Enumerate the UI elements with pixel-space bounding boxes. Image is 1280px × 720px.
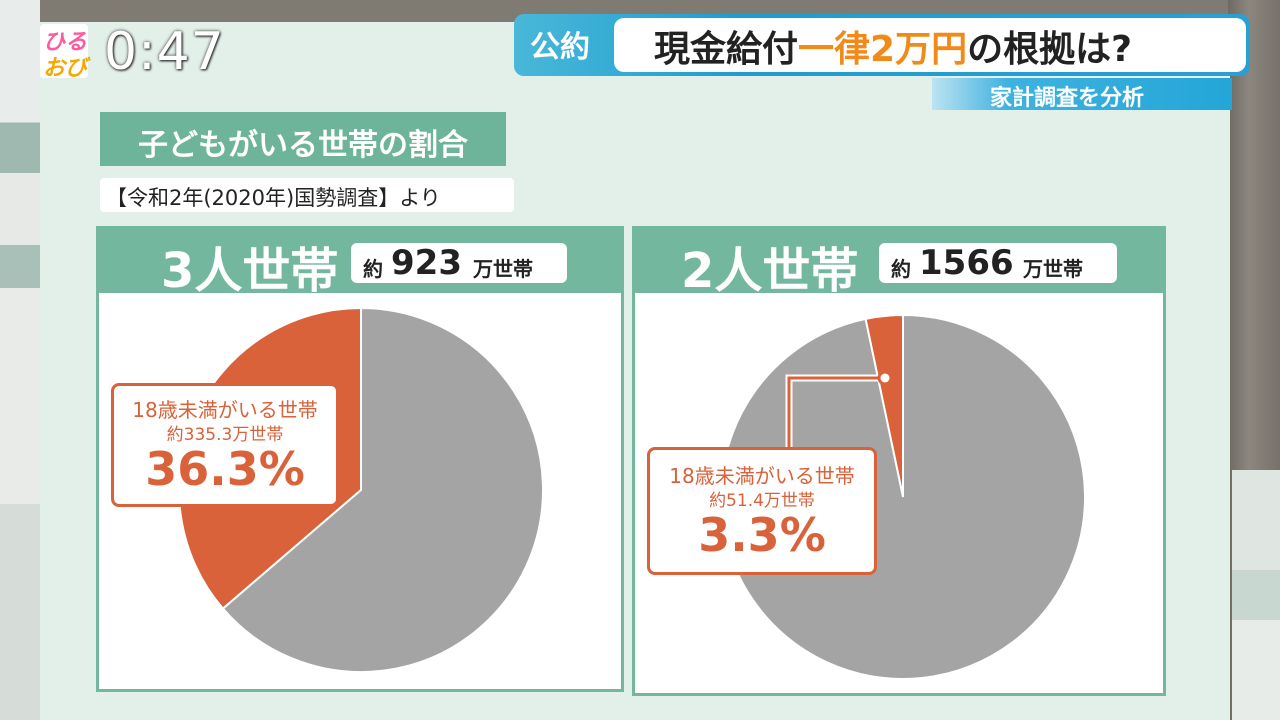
total-value: 923	[391, 243, 462, 283]
slice-percent: 3.3%	[698, 508, 826, 562]
total-badge: 約 923 万世帯	[351, 243, 567, 283]
section-heading: 子どもがいる世帯の割合	[138, 128, 468, 163]
total-suffix: 万世帯	[473, 257, 533, 281]
total-value: 1566	[919, 243, 1014, 283]
total-prefix: 約	[363, 257, 383, 281]
chart-card-3-person: 3人世帯 約 923 万世帯 18歳未満がいる世帯 約335.3万世帯 36.3…	[96, 226, 624, 692]
source-note-box: 【令和2年(2020年)国勢調査】より	[100, 178, 514, 212]
total-prefix: 約	[891, 257, 911, 281]
slice-count: 約335.3万世帯	[166, 425, 284, 445]
title-box	[614, 18, 1246, 72]
total-suffix: 万世帯	[1023, 257, 1083, 281]
background-left	[0, 0, 40, 720]
pie-slice-other	[720, 313, 1086, 680]
headline: 現金給付一律2万円の根拠は?	[654, 20, 1132, 72]
slice-label: 18歳未満がいる世帯	[669, 464, 855, 488]
chart-title: 2人世帯	[681, 243, 859, 299]
pie-chart	[720, 313, 1086, 680]
card-header: 2人世帯 約 1566 万世帯	[635, 229, 1163, 299]
logo-text-top: ひる	[43, 30, 88, 55]
pie-slice-other	[221, 306, 544, 673]
title-tag: 公約	[530, 30, 590, 65]
program-logo: ひる おび	[40, 24, 88, 81]
slice-percent: 36.3%	[145, 442, 305, 496]
leader-line	[787, 376, 885, 453]
child-household-callout: 18歳未満がいる世帯 約335.3万世帯 36.3%	[111, 383, 339, 507]
subtitle: 家計調査を分析	[990, 86, 1145, 111]
total-badge: 約 1566 万世帯	[879, 243, 1117, 283]
leader-dot	[877, 370, 893, 386]
chart-card-2-person: 2人世帯 約 1566 万世帯 18歳未満がいる世帯 約51.4万世帯 3.3%	[632, 226, 1166, 696]
child-household-callout: 18歳未満がいる世帯 約51.4万世帯 3.3%	[647, 447, 877, 575]
slice-count: 約51.4万世帯	[709, 491, 815, 511]
logo-text-bottom: おび	[43, 56, 88, 81]
section-heading-box: 子どもがいる世帯の割合	[100, 112, 506, 166]
card-header: 3人世帯 約 923 万世帯	[99, 229, 621, 299]
subtitle-banner	[932, 78, 1232, 110]
headline-highlight: 一律2万円	[798, 29, 968, 70]
slice-label: 18歳未満がいる世帯	[132, 398, 318, 422]
background-right	[1232, 470, 1280, 720]
source-note: 【令和2年(2020年)国勢調査】より	[106, 186, 441, 210]
headline-pre: 現金給付	[654, 29, 799, 70]
chart-title: 3人世帯	[161, 243, 339, 299]
headline-post: の根拠は?	[967, 29, 1132, 70]
clock: 0:47	[104, 22, 225, 82]
